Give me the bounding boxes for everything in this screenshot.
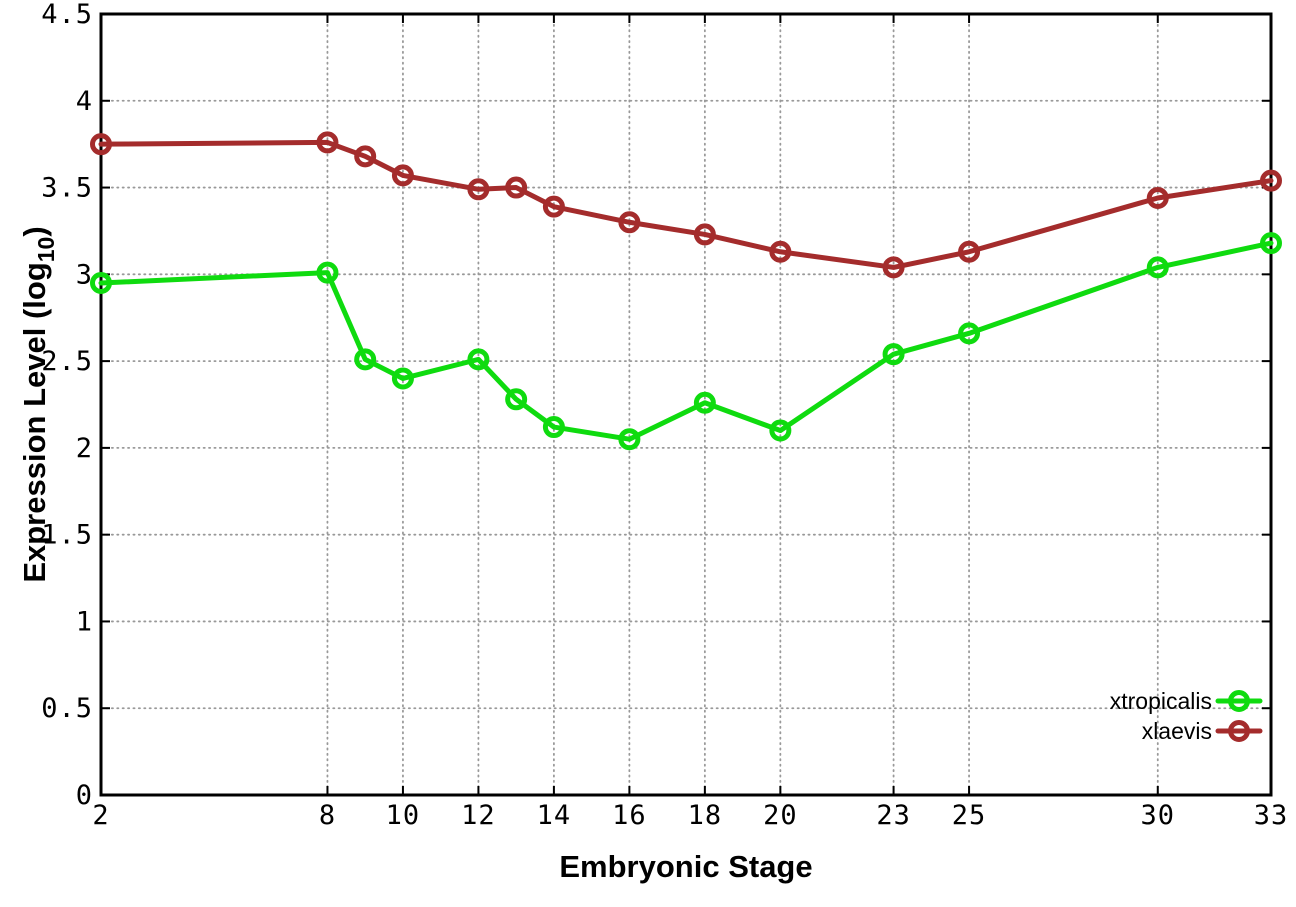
point-xtropicalis-16 (618, 428, 641, 451)
y-tick-label-2.5: 2.5 (41, 346, 93, 377)
point-xlaevis-2 (90, 133, 112, 156)
series-xlaevis (90, 131, 1282, 279)
x-tick-label-14: 14 (537, 800, 572, 831)
x-tick-label-30: 30 (1141, 800, 1176, 831)
y-tick-label-0: 0 (76, 780, 93, 811)
point-xtropicalis-9 (354, 348, 377, 371)
point-xtropicalis-18 (693, 391, 716, 414)
point-xtropicalis-33 (1260, 232, 1282, 255)
point-xtropicalis-13 (505, 388, 528, 411)
point-xtropicalis-8 (316, 261, 339, 284)
point-xlaevis-9 (354, 145, 377, 168)
y-tick-label-1: 1 (76, 606, 93, 637)
gridlines (100, 13, 1272, 796)
plot-border (99, 12, 1273, 797)
tick-marks (100, 13, 1272, 796)
point-xlaevis-8 (316, 131, 339, 154)
point-xlaevis-25 (958, 240, 981, 263)
point-xlaevis-20 (769, 240, 792, 263)
x-tick-labels: 2 8 10 12 14 16 18 20 23 25 30 33 (92, 800, 1289, 831)
x-tick-label-2: 2 (92, 800, 109, 831)
legend-label-xtropicalis: xtropicalis (1110, 688, 1212, 714)
point-xtropicalis-23 (882, 343, 905, 366)
x-tick-label-12: 12 (461, 800, 496, 831)
x-tick-label-8: 8 (319, 800, 336, 831)
y-tick-label-3: 3 (76, 259, 93, 290)
point-xlaevis-23 (882, 256, 905, 279)
point-xlaevis-13 (505, 176, 528, 199)
series-line-xlaevis (98, 139, 1274, 270)
point-xlaevis-33 (1260, 169, 1282, 192)
point-xtropicalis-14 (542, 416, 565, 439)
legend-label-xlaevis: xlaevis (1142, 718, 1212, 744)
y-tick-label-2: 2 (76, 433, 93, 464)
y-tick-label-4: 4 (76, 86, 93, 117)
point-xtropicalis-10 (391, 367, 414, 390)
y-tick-label-1.5: 1.5 (41, 520, 93, 551)
point-xtropicalis-20 (769, 419, 792, 442)
x-axis-title: Embryonic Stage (559, 849, 812, 884)
legend-marker-xtropicalis (1228, 690, 1250, 712)
x-tick-label-10: 10 (386, 800, 421, 831)
y-tick-label-4.5: 4.5 (41, 0, 93, 30)
y-axis-title: Expression Level (log10) (17, 226, 59, 582)
series-xtropicalis (90, 232, 1282, 451)
point-xlaevis-16 (618, 211, 641, 234)
x-tick-label-16: 16 (612, 800, 647, 831)
y-tick-label-3.5: 3.5 (41, 173, 93, 204)
point-xtropicalis-25 (958, 322, 981, 345)
legend-entry-xtropicalis: xtropicalis (1110, 688, 1263, 714)
point-xtropicalis-2 (90, 272, 112, 295)
point-xtropicalis-12 (467, 348, 490, 371)
point-xlaevis-30 (1146, 186, 1169, 209)
point-xlaevis-18 (693, 223, 716, 246)
x-tick-label-18: 18 (688, 800, 723, 831)
point-xlaevis-12 (467, 178, 490, 201)
x-tick-label-25: 25 (952, 800, 987, 831)
x-tick-label-23: 23 (876, 800, 911, 831)
point-xlaevis-10 (391, 164, 414, 187)
legend-entry-xlaevis: xlaevis (1142, 718, 1263, 744)
series-line-xtropicalis (98, 240, 1274, 442)
legend: xtropicalis xlaevis (1110, 688, 1263, 744)
x-tick-label-20: 20 (763, 800, 798, 831)
x-tick-label-33: 33 (1254, 800, 1289, 831)
point-xtropicalis-30 (1146, 256, 1169, 279)
legend-marker-xlaevis (1228, 720, 1250, 742)
point-xlaevis-14 (542, 195, 565, 218)
y-tick-label-0.5: 0.5 (41, 693, 93, 724)
y-tick-labels: 0 0.5 1 1.5 2 2.5 3 3.5 4 4.5 (41, 0, 93, 811)
